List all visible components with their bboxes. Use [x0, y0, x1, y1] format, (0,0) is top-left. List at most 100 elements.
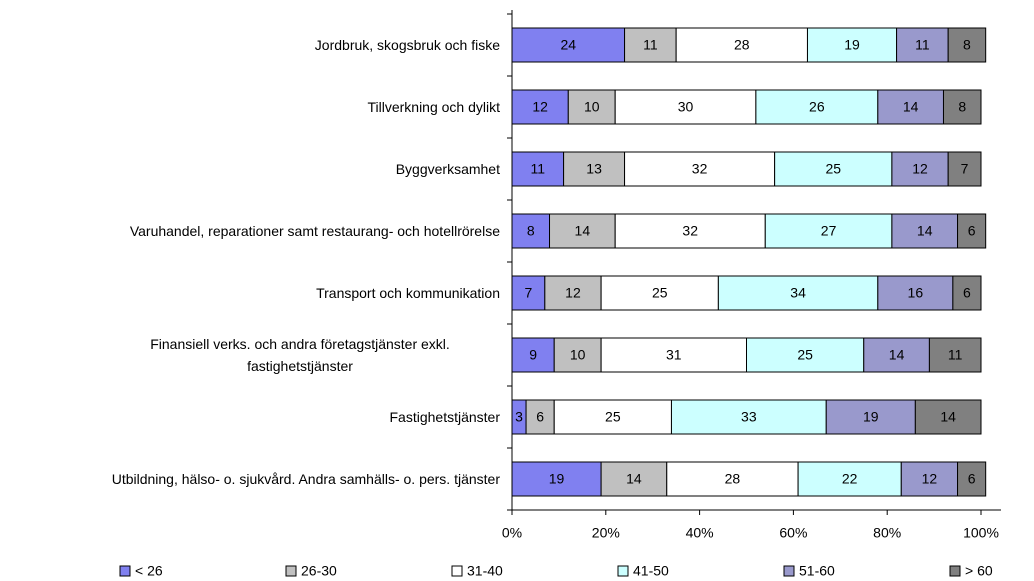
bar-segment	[891, 213, 959, 249]
category-label: Byggverksamhet	[395, 161, 500, 177]
value-label: 19	[863, 409, 879, 425]
x-tick-label: 40%	[686, 525, 714, 541]
bar-segment	[774, 151, 893, 187]
bar-segment	[863, 337, 930, 373]
value-label: 11	[948, 347, 963, 363]
value-label: 10	[584, 99, 600, 115]
bar-segment	[914, 399, 982, 435]
bar-segment	[755, 89, 879, 125]
bar-segment	[563, 151, 626, 187]
value-label: 27	[821, 223, 837, 239]
value-label: 33	[741, 409, 757, 425]
value-label: 32	[692, 161, 708, 177]
value-label: 12	[565, 285, 581, 301]
bar-segment	[952, 275, 982, 311]
value-label: 25	[825, 161, 841, 177]
value-label: 12	[912, 161, 928, 177]
bar-segment	[511, 337, 555, 373]
bar-segment	[600, 461, 668, 497]
category-label: Finansiell verks. och andra företagstjän…	[150, 336, 450, 374]
legend-label: 51-60	[799, 563, 835, 579]
legend-label: 31-40	[467, 563, 503, 579]
value-label: 34	[790, 285, 806, 301]
category-label: Transport och kommunikation	[316, 285, 500, 301]
bar-segment	[553, 399, 672, 435]
category-label: Tillverkning och dylikt	[367, 99, 500, 115]
bar-segment	[825, 399, 916, 435]
x-tick-label: 0%	[502, 525, 522, 541]
legend-label: > 60	[965, 563, 993, 579]
legend-swatch	[451, 565, 463, 577]
bar-segment	[600, 337, 747, 373]
bar-segment	[928, 337, 982, 373]
value-label: 31	[666, 347, 682, 363]
value-label: 19	[549, 471, 565, 487]
bar-segment	[511, 89, 569, 125]
category-label: Fastighetstjänster	[389, 409, 501, 425]
value-label: 12	[532, 99, 548, 115]
value-label: 6	[536, 409, 544, 425]
value-label: 16	[908, 285, 924, 301]
value-label: 11	[643, 37, 658, 53]
x-tick-label: 60%	[779, 525, 807, 541]
category-label: Jordbruk, skogsbruk och fiske	[314, 37, 500, 53]
value-label: 22	[842, 471, 858, 487]
value-label: 13	[586, 161, 602, 177]
value-label: 11	[531, 161, 546, 177]
bar-segment	[900, 461, 959, 497]
bar-segment	[947, 27, 987, 63]
legend-label: < 26	[135, 563, 163, 579]
value-label: 6	[963, 285, 971, 301]
x-tick-label: 80%	[873, 525, 901, 541]
value-label: 14	[940, 409, 956, 425]
value-label: 7	[525, 285, 533, 301]
x-tick-label: 100%	[963, 525, 999, 541]
bar-segment	[511, 461, 602, 497]
value-label: 8	[963, 37, 971, 53]
bar-segment	[675, 27, 808, 63]
value-label: 11	[915, 37, 930, 53]
x-tick-label: 20%	[592, 525, 620, 541]
value-label: 14	[917, 223, 933, 239]
value-label: 14	[626, 471, 642, 487]
value-label: 14	[575, 223, 591, 239]
bar-segment	[511, 151, 565, 187]
bar-segment	[614, 213, 766, 249]
value-label: 10	[570, 347, 586, 363]
bar-segment	[764, 213, 893, 249]
bar-segment	[511, 275, 546, 311]
legend-swatch	[783, 565, 795, 577]
value-label: 6	[968, 223, 976, 239]
value-label: 26	[809, 99, 825, 115]
value-label: 30	[678, 99, 694, 115]
value-label: 28	[725, 471, 741, 487]
value-label: 8	[958, 99, 966, 115]
bar-segment	[797, 461, 902, 497]
bar-segment	[896, 27, 949, 63]
bar-segment	[957, 213, 987, 249]
bar-segment	[525, 399, 555, 435]
bar-segment	[746, 337, 865, 373]
value-label: 3	[515, 409, 523, 425]
value-label: 25	[797, 347, 813, 363]
bar-segment	[806, 27, 898, 63]
bar-segment	[553, 337, 602, 373]
bar-segment	[600, 275, 719, 311]
legend-label: 26-30	[301, 563, 337, 579]
bar-segment	[544, 275, 602, 311]
value-label: 28	[734, 37, 750, 53]
value-label: 25	[652, 285, 668, 301]
legend-swatch	[285, 565, 297, 577]
value-label: 7	[961, 161, 969, 177]
value-label: 24	[560, 37, 576, 53]
category-label: Utbildning, hälso- o. sjukvård. Andra sa…	[111, 471, 500, 487]
bar-segment	[947, 151, 982, 187]
value-label: 6	[968, 471, 976, 487]
bar-segment	[891, 151, 949, 187]
legend-swatch	[949, 565, 961, 577]
bar-segment	[549, 213, 616, 249]
legend-label: 41-50	[633, 563, 669, 579]
bar-segment	[942, 89, 982, 125]
bar-segment	[957, 461, 987, 497]
